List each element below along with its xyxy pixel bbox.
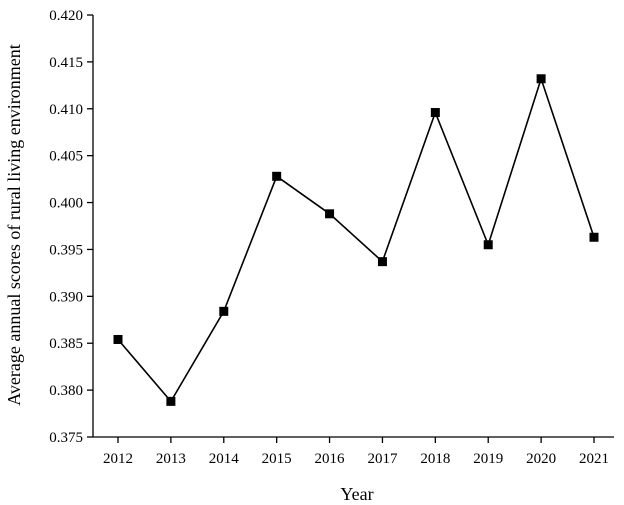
data-point-marker: [272, 171, 282, 181]
data-point-marker: [113, 334, 123, 344]
x-tick-label: 2013: [156, 451, 186, 467]
y-tick-label: 0.405: [49, 149, 83, 165]
data-point-marker: [377, 257, 387, 267]
y-tick-label: 0.385: [49, 336, 83, 352]
x-axis: 2012 2013 2014 2015 2016 2017 2018 2019 2020 2021: [93, 436, 614, 467]
data-point-marker: [589, 232, 599, 242]
x-tick-label: 2018: [420, 451, 450, 467]
data-point-marker: [166, 396, 176, 406]
x-tick-label: 2019: [473, 451, 503, 467]
data-point-marker: [536, 74, 546, 84]
y-tick-label: 0.415: [49, 55, 83, 71]
y-tick-label: 0.390: [49, 289, 83, 305]
y-tick-label: 0.375: [49, 430, 83, 446]
x-tick-label: 2020: [526, 451, 556, 467]
data-point-marker: [430, 108, 440, 118]
y-tick-label: 0.410: [49, 102, 83, 118]
y-tick-label: 0.400: [49, 196, 83, 212]
y-tick-label: 0.380: [49, 383, 83, 399]
data-point-marker: [219, 306, 229, 316]
series-line: [117, 76, 595, 403]
x-axis-title: Year: [340, 484, 373, 504]
x-tick-label: 2016: [315, 451, 346, 467]
x-tick-label: 2021: [579, 451, 609, 467]
data-point-marker: [483, 240, 493, 250]
y-tick-label: 0.420: [49, 8, 83, 24]
y-tick-label: 0.395: [49, 242, 83, 258]
data-point-marker: [325, 209, 335, 219]
y-axis: 0.375 0.380 0.385 0.390 0.395 0.400 0.405 0.410…: [49, 8, 94, 446]
y-axis-title: Average annual scores of rural living en…: [4, 44, 24, 406]
x-tick-label: 2017: [367, 451, 398, 467]
data-series: [113, 74, 599, 406]
x-tick-label: 2012: [103, 451, 133, 467]
x-tick-label: 2015: [262, 451, 292, 467]
x-tick-label: 2014: [209, 451, 240, 467]
